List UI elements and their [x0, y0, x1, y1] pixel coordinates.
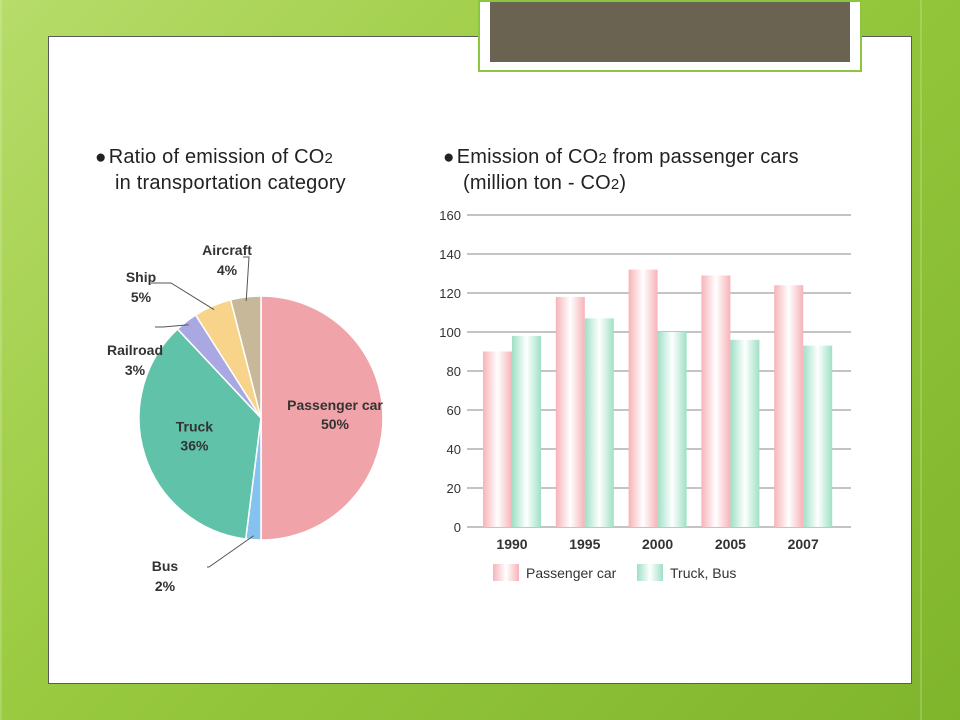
background-decoration [0, 0, 2, 720]
y-tick-label: 0 [454, 520, 461, 535]
bar-chart-title: ● Emission of CO2 from passenger cars (mi… [443, 146, 799, 194]
leader-line-aircraft [243, 256, 250, 301]
y-tick-label: 140 [439, 247, 461, 262]
y-tick-label: 160 [439, 208, 461, 223]
pie-value-truck: 36% [180, 438, 209, 454]
y-tick-label: 100 [439, 325, 461, 340]
bar-passenger-car-2005 [701, 275, 731, 527]
x-tick-label: 2007 [788, 536, 819, 552]
pie-label-ship: Ship [126, 269, 156, 285]
slide-content-panel: ● Ratio of emission of CO2 in transportat… [48, 36, 912, 684]
pie-value-passenger-car: 50% [321, 416, 350, 432]
y-tick-label: 60 [447, 403, 461, 418]
pie-slice-truck [138, 328, 262, 540]
pie-label-bus: Bus [152, 558, 179, 574]
bar-truck-bus-1995 [584, 318, 614, 527]
x-tick-label: 2000 [642, 536, 673, 552]
pie-label-aircraft: Aircraft [202, 242, 252, 258]
slide-title-box [490, 2, 850, 62]
x-tick-label: 1990 [496, 536, 527, 552]
leader-line-railroad [155, 324, 189, 328]
y-tick-label: 80 [447, 364, 461, 379]
y-tick-label: 120 [439, 286, 461, 301]
legend-swatch-passenger-car [493, 564, 519, 581]
leader-line-bus [207, 535, 254, 568]
legend-label-passenger-car: Passenger car [526, 565, 617, 581]
bullet-icon: ● [95, 147, 107, 168]
bar-truck-bus-2000 [657, 332, 687, 527]
y-tick-label: 20 [447, 481, 461, 496]
bar-passenger-car-2007 [774, 285, 804, 527]
legend-swatch-truck-bus [637, 564, 663, 581]
leader-line-ship [151, 282, 215, 311]
bar-passenger-car-2000 [628, 269, 658, 527]
pie-value-ship: 5% [131, 289, 152, 305]
bar-truck-bus-1990 [512, 335, 541, 527]
pie-chart: Passenger car 50% Truck 36% Bus 2% Railroad 3% S… [107, 242, 384, 594]
x-tick-label: 1995 [569, 536, 600, 552]
bar-passenger-car-1990 [483, 351, 512, 527]
slide-title-placeholder [478, 0, 862, 72]
pie-slice-aircraft [229, 295, 262, 419]
pie-value-bus: 2% [155, 578, 176, 594]
pie-value-aircraft: 4% [217, 262, 238, 278]
background-decoration [920, 0, 922, 720]
y-tick-label: 40 [447, 442, 461, 457]
pie-label-passenger-car: Passenger car [287, 397, 383, 413]
x-tick-label: 2005 [715, 536, 746, 552]
bar-chart: 0 20 40 60 80 100 120 140 160 1990 1995 2000 2005 200… [439, 208, 851, 581]
legend-label-truck-bus: Truck, Bus [670, 565, 736, 581]
pie-label-truck: Truck [176, 419, 214, 435]
pie-chart-title: ● Ratio of emission of CO2 in transportat… [95, 146, 346, 194]
pie-value-railroad: 3% [125, 362, 146, 378]
bar-truck-bus-2005 [730, 339, 760, 527]
bar-passenger-car-1995 [555, 296, 585, 527]
pie-slice-passenger-car [260, 295, 384, 541]
pie-label-railroad: Railroad [107, 342, 163, 358]
bullet-icon: ● [443, 147, 455, 168]
bar-truck-bus-2007 [803, 345, 833, 527]
